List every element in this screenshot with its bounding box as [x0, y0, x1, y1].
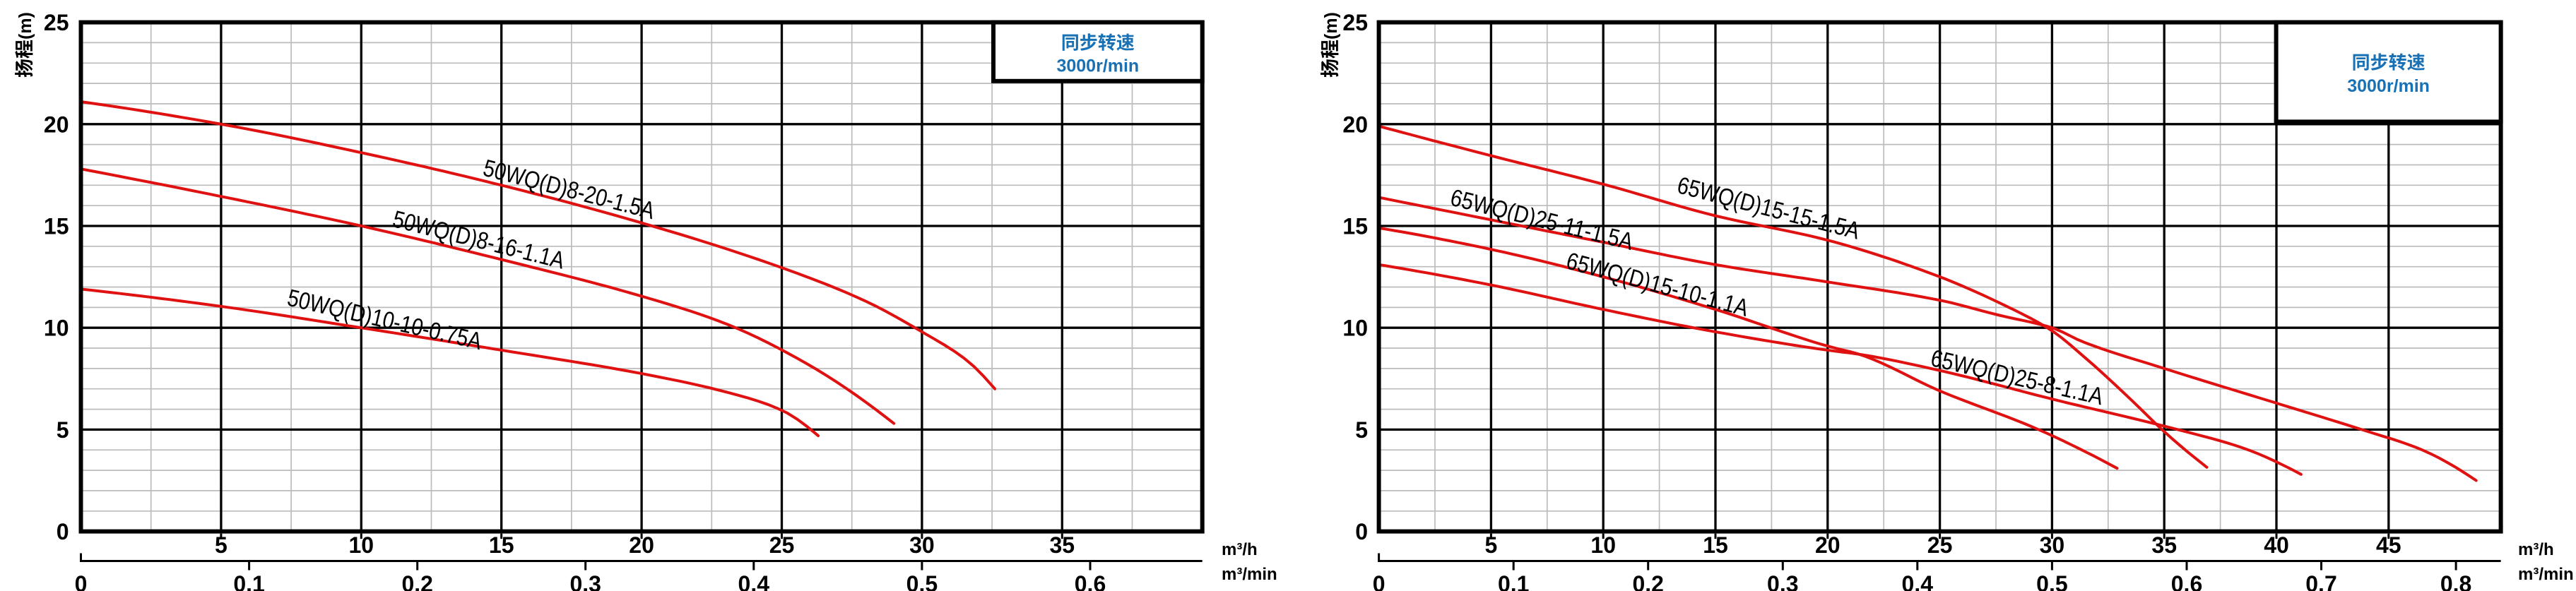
svg-text:0.7: 0.7 — [2305, 571, 2336, 591]
svg-text:0.2: 0.2 — [1632, 571, 1663, 591]
svg-text:0.5: 0.5 — [2036, 571, 2067, 591]
svg-text:m³/min: m³/min — [2518, 565, 2574, 584]
svg-text:10: 10 — [1342, 316, 1368, 341]
svg-text:15: 15 — [1342, 214, 1368, 239]
svg-text:0.2: 0.2 — [401, 571, 432, 591]
svg-text:(m): (m) — [16, 12, 35, 40]
svg-text:5: 5 — [215, 532, 228, 558]
svg-text:m³/h: m³/h — [1222, 540, 1258, 559]
svg-text:5: 5 — [1485, 532, 1498, 558]
svg-text:5: 5 — [1355, 417, 1368, 443]
svg-text:0.8: 0.8 — [2440, 571, 2471, 591]
svg-text:0.3: 0.3 — [569, 571, 601, 591]
svg-text:25: 25 — [1927, 532, 1953, 558]
svg-text:10: 10 — [44, 316, 69, 341]
svg-text:m³/min: m³/min — [1222, 565, 1277, 584]
svg-text:45: 45 — [2376, 532, 2401, 558]
svg-text:3000r/min: 3000r/min — [2347, 76, 2430, 96]
svg-text:0.1: 0.1 — [1498, 571, 1529, 591]
svg-text:(m): (m) — [1321, 12, 1341, 40]
svg-text:35: 35 — [2151, 532, 2177, 558]
svg-text:0.4: 0.4 — [1902, 571, 1934, 591]
svg-text:35: 35 — [1050, 532, 1075, 558]
svg-text:15: 15 — [1703, 532, 1728, 558]
svg-text:0.6: 0.6 — [2171, 571, 2202, 591]
svg-text:0: 0 — [75, 571, 88, 591]
svg-text:15: 15 — [489, 532, 514, 558]
svg-text:5: 5 — [57, 417, 69, 443]
svg-text:20: 20 — [44, 112, 69, 137]
svg-text:0.4: 0.4 — [738, 571, 770, 591]
svg-text:0: 0 — [1373, 571, 1386, 591]
svg-text:0.5: 0.5 — [906, 571, 938, 591]
svg-text:10: 10 — [1590, 532, 1616, 558]
svg-text:0: 0 — [1355, 519, 1368, 544]
svg-text:25: 25 — [44, 10, 69, 35]
svg-text:20: 20 — [1815, 532, 1841, 558]
svg-text:0.6: 0.6 — [1075, 571, 1106, 591]
svg-text:0.1: 0.1 — [233, 571, 264, 591]
svg-text:30: 30 — [2040, 532, 2065, 558]
svg-text:0.3: 0.3 — [1767, 571, 1798, 591]
svg-text:20: 20 — [629, 532, 654, 558]
svg-text:10: 10 — [349, 532, 374, 558]
svg-text:m³/h: m³/h — [2518, 540, 2554, 559]
svg-text:0: 0 — [57, 519, 69, 544]
svg-text:25: 25 — [1342, 10, 1368, 35]
svg-text:30: 30 — [909, 532, 935, 558]
svg-text:25: 25 — [769, 532, 795, 558]
svg-text:15: 15 — [44, 214, 69, 239]
svg-text:20: 20 — [1342, 112, 1368, 137]
svg-text:3000r/min: 3000r/min — [1056, 56, 1139, 76]
svg-text:40: 40 — [2264, 532, 2289, 558]
